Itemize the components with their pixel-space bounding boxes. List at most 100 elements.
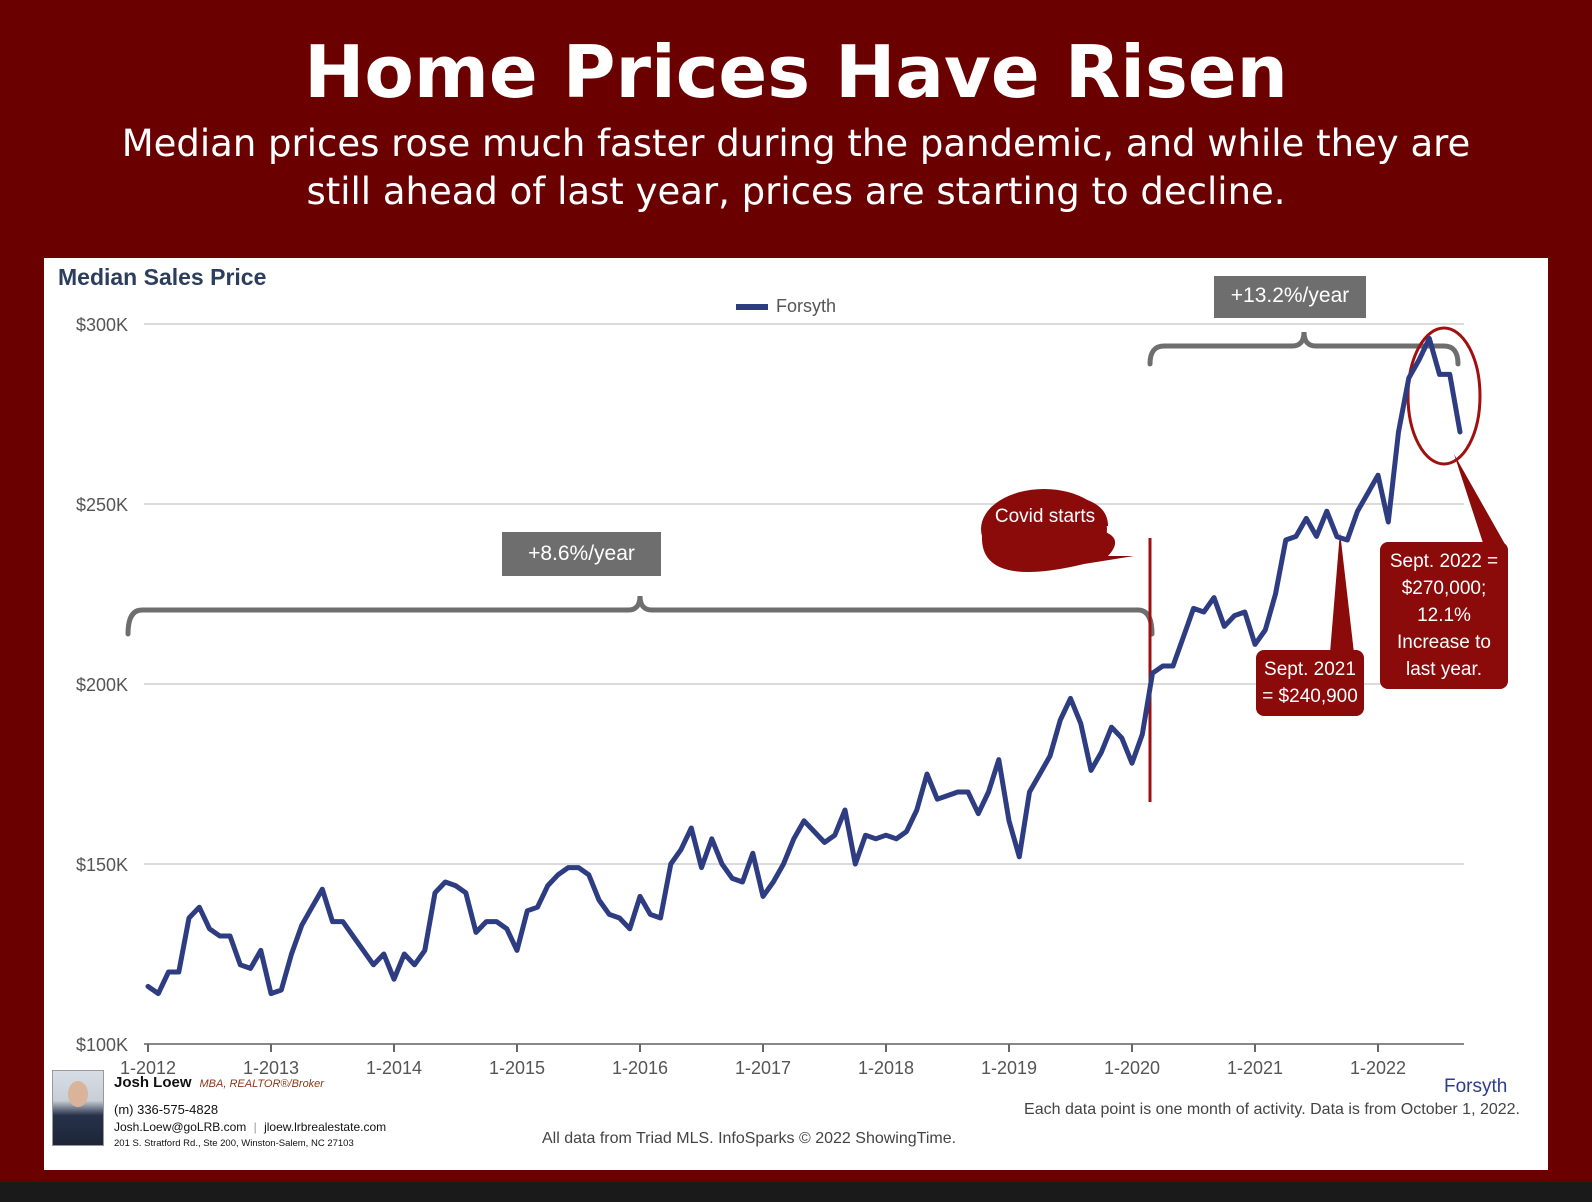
legend: Forsyth [736, 296, 836, 317]
data-point [1007, 819, 1011, 822]
data-point [228, 934, 232, 938]
data-point [966, 790, 970, 794]
data-point [1305, 517, 1308, 520]
data-point [1407, 376, 1411, 380]
data-point [474, 931, 478, 934]
data-point [269, 992, 273, 995]
data-point [495, 920, 498, 923]
data-point [1428, 337, 1431, 340]
data-point [1048, 754, 1052, 758]
data-point [1120, 736, 1124, 740]
data-point [1387, 520, 1390, 524]
callout-2022-pointer [1454, 454, 1506, 546]
x-tick-label: 1-2012 [120, 1058, 176, 1078]
chart-panel: $100K $150K $200K $250K $300K 1-2012 1-2013 1-2… [44, 258, 1548, 1170]
data-point [464, 891, 467, 894]
data-point [782, 862, 785, 866]
data-point [1366, 492, 1370, 495]
data-point [956, 790, 959, 794]
x-tick-label: 1-2019 [981, 1058, 1037, 1078]
data-point [884, 834, 888, 837]
data-point [505, 927, 508, 930]
data-point [485, 920, 488, 923]
agent-name: Josh Loew MBA, REALTOR®/Broker [114, 1074, 324, 1091]
data-point [1448, 373, 1452, 376]
y-tick-label: $100K [76, 1035, 128, 1055]
agent-email[interactable]: Josh.Loew@goLRB.com [114, 1120, 247, 1134]
data-point [864, 834, 867, 837]
y-tick-label: $250K [76, 495, 128, 515]
data-point [1192, 607, 1195, 610]
y-tick-label: $200K [76, 675, 128, 695]
data-point [177, 970, 180, 974]
data-point [700, 866, 703, 869]
data-point [310, 906, 314, 909]
agent-photo [52, 1070, 104, 1146]
data-point [1264, 628, 1267, 632]
data-point [1397, 430, 1400, 434]
brace-pre-covid [125, 595, 1155, 637]
data-point [1089, 769, 1093, 772]
data-point [1079, 722, 1083, 725]
bottom-bar [0, 1182, 1592, 1202]
data-point [556, 873, 560, 876]
data-point [813, 830, 816, 833]
data-point [833, 834, 836, 837]
data-point [659, 916, 662, 920]
data-point [1161, 664, 1165, 668]
y-tick-label: $300K [76, 315, 128, 335]
data-point [403, 952, 406, 956]
agent-contact: Josh.Loew@goLRB.com | jloew.lrbrealestat… [114, 1120, 387, 1134]
x-tick-label: 1-2015 [489, 1058, 545, 1078]
data-point [433, 891, 437, 894]
data-point [1182, 636, 1185, 639]
data-point [198, 906, 201, 909]
data-point [751, 852, 754, 855]
data-point [720, 862, 724, 866]
data-point [300, 924, 303, 927]
growth-label-after: +13.2%/year [1214, 276, 1366, 318]
data-point [1223, 625, 1226, 628]
median-price-chart: $100K $150K $200K $250K $300K 1-2012 1-2013 1-2… [76, 315, 1506, 1078]
data-point [710, 837, 713, 840]
data-point [146, 985, 150, 988]
data-point [638, 895, 642, 898]
callout-sept-2022: Sept. 2022 = $270,000; 12.1% Increase to… [1380, 542, 1508, 689]
footer-note: Each data point is one month of activity… [1024, 1101, 1520, 1118]
data-point [157, 992, 160, 995]
agent-head [68, 1081, 88, 1107]
data-point [731, 877, 734, 880]
x-tick-label: 1-2016 [612, 1058, 668, 1078]
x-tick-label: 1-2018 [858, 1058, 914, 1078]
legend-label: Forsyth [776, 296, 837, 316]
data-point [618, 916, 621, 920]
y-tick-label: $150K [76, 855, 128, 875]
callout-sept-2021: Sept. 2021 = $240,900 [1256, 650, 1364, 716]
data-point [597, 898, 601, 902]
growth-label-before: +8.6%/year [502, 532, 661, 576]
data-point [843, 808, 847, 812]
data-point [208, 927, 211, 930]
data-point [987, 790, 990, 794]
data-point [351, 934, 355, 938]
data-point [218, 934, 221, 938]
brace-pandemic [1147, 331, 1461, 367]
data-point [526, 909, 529, 912]
data-point [608, 913, 611, 916]
chart-title: Median Sales Price [58, 264, 267, 290]
data-point [1417, 358, 1421, 362]
x-tick-label: 1-2020 [1104, 1058, 1160, 1078]
data-point [187, 916, 191, 920]
data-point [1325, 510, 1329, 513]
grid-layer [144, 323, 1464, 1045]
agent-address: 201 S. Stratford Rd., Ste 200, Winston-S… [114, 1138, 354, 1149]
data-point [874, 837, 877, 840]
data-point [546, 884, 549, 887]
data-point [280, 988, 283, 992]
data-point [925, 772, 929, 776]
agent-website[interactable]: jloew.lrbrealestate.com [264, 1120, 387, 1134]
data-point [1438, 373, 1441, 376]
data-point [1130, 762, 1134, 765]
page-title: Home Prices Have Risen [304, 30, 1288, 114]
data-point [772, 880, 775, 884]
